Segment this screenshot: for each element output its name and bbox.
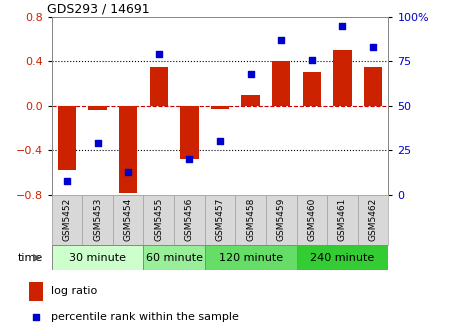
Point [277, 37, 285, 43]
Text: GSM5459: GSM5459 [277, 198, 286, 241]
Text: log ratio: log ratio [51, 286, 97, 296]
Bar [235, 195, 266, 245]
Text: 240 minute: 240 minute [310, 253, 374, 263]
Bar [180, 106, 198, 159]
Bar [52, 195, 82, 245]
Bar [113, 195, 144, 245]
Text: GSM5455: GSM5455 [154, 198, 163, 241]
Text: GSM5458: GSM5458 [246, 198, 255, 241]
Bar [150, 67, 168, 106]
Bar [266, 195, 296, 245]
Text: GSM5456: GSM5456 [185, 198, 194, 241]
Text: GSM5462: GSM5462 [369, 198, 378, 241]
Bar [205, 245, 296, 270]
Text: GSM5452: GSM5452 [62, 198, 71, 241]
Point [186, 157, 193, 162]
Text: GSM5454: GSM5454 [123, 198, 132, 241]
Text: time: time [18, 253, 43, 263]
Bar [272, 61, 291, 106]
Bar [88, 106, 107, 110]
Text: GSM5460: GSM5460 [308, 198, 317, 241]
Text: GDS293 / 14691: GDS293 / 14691 [47, 2, 150, 15]
Bar [144, 195, 174, 245]
Point [155, 51, 163, 57]
Bar [144, 245, 205, 270]
Bar [242, 95, 260, 106]
Bar [52, 245, 144, 270]
Bar [205, 195, 235, 245]
Bar [296, 195, 327, 245]
Bar [327, 195, 358, 245]
Text: GSM5457: GSM5457 [216, 198, 224, 241]
Point [124, 169, 132, 174]
Point [370, 44, 377, 50]
Bar [29, 282, 43, 301]
Text: GSM5453: GSM5453 [93, 198, 102, 241]
Bar [119, 106, 137, 193]
Text: 30 minute: 30 minute [69, 253, 126, 263]
Point [32, 314, 40, 319]
Point [339, 23, 346, 29]
Bar [303, 73, 321, 106]
Point [94, 140, 101, 146]
Bar [174, 195, 205, 245]
Text: GSM5461: GSM5461 [338, 198, 347, 241]
Bar [296, 245, 388, 270]
Bar [211, 106, 229, 109]
Bar [333, 50, 352, 106]
Point [308, 57, 316, 62]
Bar [82, 195, 113, 245]
Point [63, 178, 70, 183]
Text: 120 minute: 120 minute [219, 253, 283, 263]
Bar [58, 106, 76, 170]
Bar [364, 67, 382, 106]
Point [247, 71, 254, 77]
Point [216, 139, 224, 144]
Text: percentile rank within the sample: percentile rank within the sample [51, 311, 238, 322]
Text: 60 minute: 60 minute [145, 253, 202, 263]
Bar [358, 195, 388, 245]
